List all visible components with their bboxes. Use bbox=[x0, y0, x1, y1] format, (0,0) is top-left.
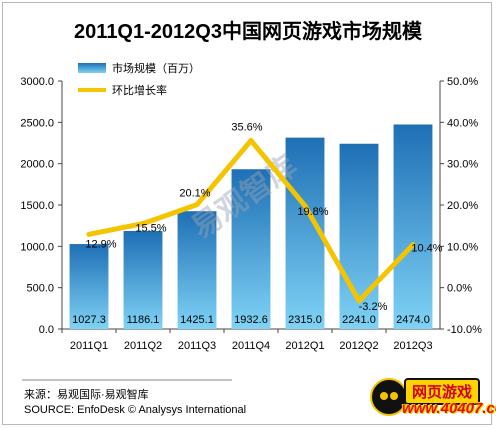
line-value-label: 20.1% bbox=[179, 188, 210, 200]
bar bbox=[123, 230, 163, 329]
line-point bbox=[248, 138, 254, 144]
line-series: 12.9% 15.5% 20.1% 35.6% 19.8% -3.2% 10.4% bbox=[85, 122, 442, 313]
y-tick-label: 2500.0 bbox=[20, 117, 54, 129]
x-tick-label: 2011Q4 bbox=[232, 340, 270, 352]
line-point bbox=[194, 202, 200, 208]
y2-tick-label: 20.0% bbox=[447, 200, 478, 212]
legend-bar-label: 市场规模（百万） bbox=[112, 61, 200, 75]
bar-value-label: 1932.6 bbox=[234, 314, 268, 326]
line-point bbox=[86, 231, 92, 237]
bar-value-label: 2315.0 bbox=[288, 314, 322, 326]
chart-title: 2011Q1-2012Q3中国网页游戏市场规模 bbox=[74, 19, 423, 43]
y-tick-label: 3000.0 bbox=[20, 76, 54, 88]
line-value-label: 35.6% bbox=[231, 122, 262, 134]
axes: 0.0 500.0 1000.0 1500.0 2000.0 2500.0 3000.0 -1… bbox=[20, 76, 482, 352]
site-logo[interactable]: 网页游戏 www.40407.com bbox=[370, 374, 496, 422]
line-value-label: 19.8% bbox=[297, 206, 328, 218]
legend: 市场规模（百万） 环比增长率 bbox=[78, 61, 200, 97]
source-line-cn: 来源：易观国际·易观智库 bbox=[24, 387, 149, 401]
x-tick-label: 2012Q1 bbox=[285, 340, 324, 352]
y2-tick-label: 40.0% bbox=[447, 117, 478, 129]
y-tick-label: 1000.0 bbox=[20, 241, 54, 253]
logo-url: www.40407.com bbox=[402, 400, 496, 417]
y-tick-label: 0.0 bbox=[39, 324, 54, 336]
x-tick-label: 2011Q3 bbox=[178, 340, 216, 352]
bar-value-label: 1186.1 bbox=[127, 314, 160, 326]
y2-tick-label: 10.0% bbox=[447, 241, 478, 253]
line-value-label: -3.2% bbox=[359, 301, 388, 313]
y-tick-label: 500.0 bbox=[26, 283, 54, 295]
smiley-face-icon bbox=[370, 378, 408, 416]
bar-value-label: 2241.0 bbox=[342, 314, 376, 326]
source-line-en: SOURCE: EnfoDesk © Analysys Internationa… bbox=[24, 404, 246, 416]
line-value-label: 15.5% bbox=[135, 223, 166, 235]
y-tick-label: 2000.0 bbox=[20, 159, 54, 171]
x-tick-label: 2011Q1 bbox=[70, 340, 108, 352]
y-tick-label: 1500.0 bbox=[20, 200, 54, 212]
line-point bbox=[410, 242, 416, 248]
line-point bbox=[140, 221, 146, 227]
x-tick-label: 2012Q2 bbox=[339, 340, 378, 352]
y2-tick-label: 50.0% bbox=[447, 76, 478, 88]
legend-bar-swatch bbox=[78, 63, 106, 73]
bar bbox=[231, 169, 271, 329]
line-value-label: 10.4% bbox=[411, 243, 442, 255]
bar bbox=[69, 244, 109, 329]
bar bbox=[393, 124, 433, 329]
logo-badge: 网页游戏 bbox=[404, 378, 481, 405]
line-value-label: 12.9% bbox=[85, 238, 116, 250]
y2-tick-label: 30.0% bbox=[447, 159, 478, 171]
bar-value-label: 1425.1 bbox=[180, 314, 214, 326]
x-tick-label: 2012Q3 bbox=[393, 340, 432, 352]
bar-value-label: 2474.0 bbox=[396, 314, 430, 326]
x-tick-label: 2011Q2 bbox=[124, 340, 162, 352]
bar bbox=[177, 211, 217, 329]
y2-tick-label: 0.0% bbox=[447, 283, 472, 295]
legend-line-label: 环比增长率 bbox=[112, 83, 167, 97]
bar-series: 1027.3 1186.1 1425.1 1932.6 2315.0 2241.0 2474… bbox=[69, 124, 433, 329]
line-point bbox=[356, 298, 362, 304]
line-point bbox=[302, 203, 308, 209]
y2-tick-label: -10.0% bbox=[447, 324, 482, 336]
bar-value-label: 1027.3 bbox=[72, 314, 106, 326]
